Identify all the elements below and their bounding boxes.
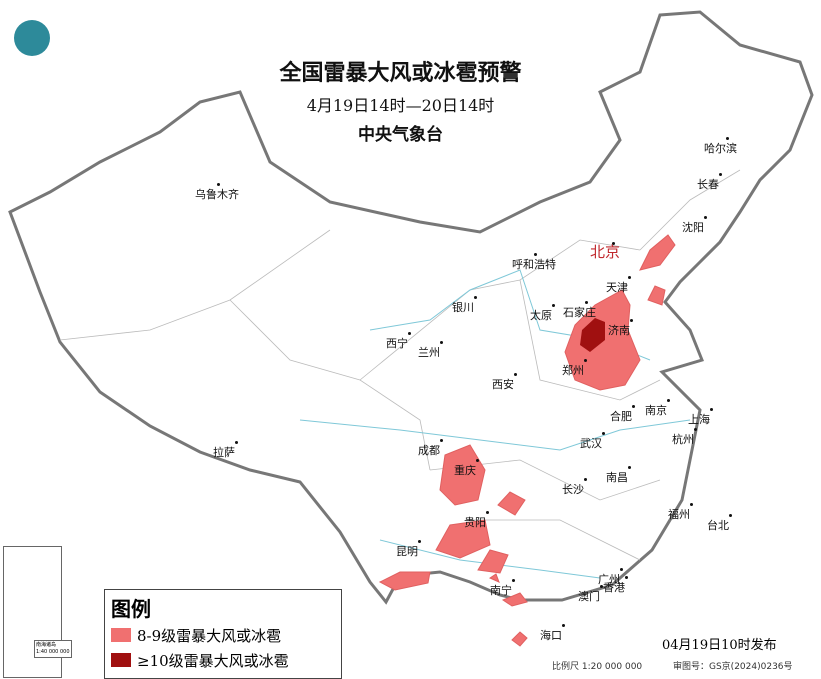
city-marker [694,428,697,431]
city-label: 南昌 [606,471,628,484]
city-marker [584,478,587,481]
city-label: 昆明 [396,545,418,558]
issuer: 中央气象台 [358,125,443,145]
city-label: 拉萨 [213,446,235,459]
south-china-sea-inset [3,546,62,678]
city-label: 上海 [688,413,710,426]
city-label: 杭州 [672,433,694,446]
scale-text: 比例尺 1:20 000 000 [552,662,643,672]
area-sichuan-chongqing [439,444,486,506]
area-hunan-west [497,491,526,516]
area-shandong-east [647,285,666,306]
city-label: 福州 [668,508,690,521]
city-marker [585,301,588,304]
city-marker [486,511,489,514]
city-marker [552,304,555,307]
city-marker [217,183,220,186]
issue-time: 04月19日10时发布 [662,638,777,653]
city-label: 郑州 [562,364,584,377]
city-label: 济南 [608,324,630,337]
city-label: 西安 [492,378,514,391]
cma-logo-icon [14,20,50,56]
inset-label: 南海诸岛 1:40 000 000 [34,640,72,658]
city-label: 广州 [598,573,620,586]
area-nanning [488,573,500,583]
area-guangxi-south [501,592,528,607]
city-label: 长春 [697,178,719,191]
legend-swatch-8-9 [111,628,131,642]
city-marker [632,405,635,408]
city-label: 南京 [645,404,667,417]
city-label: 合肥 [610,410,632,423]
city-marker [440,341,443,344]
city-marker [512,579,515,582]
city-marker [690,503,693,506]
city-label: 西宁 [386,337,408,350]
city-marker [630,319,633,322]
city-label: 天津 [606,281,628,294]
city-label: 香港 [603,581,625,594]
city-marker [726,137,729,140]
city-marker [667,399,670,402]
approval-number: 审图号：GS京(2024)0236号 [673,662,793,672]
city-marker [602,432,605,435]
city-label: 乌鲁木齐 [195,188,239,201]
city-marker [620,568,623,571]
area-guangxi-north [477,549,509,574]
city-label: 北京 [590,243,621,261]
inset-title: 南海诸岛 [36,642,57,648]
city-marker [562,624,565,627]
legend-swatch-10-plus [111,653,131,667]
city-label: 兰州 [418,346,440,359]
city-marker [729,514,732,517]
city-label: 银川 [452,301,474,314]
area-guizhou [435,519,491,559]
city-marker [476,459,479,462]
warning-level-10-plus [580,318,605,352]
city-label: 哈尔滨 [704,142,737,155]
city-marker [235,441,238,444]
valid-period: 4月19日14时—20日14时 [306,96,495,115]
city-marker [704,216,707,219]
city-marker [628,276,631,279]
city-label: 成都 [418,444,440,457]
legend-label-10-plus: ≥10级雷暴大风或冰雹 [137,652,289,670]
city-label: 石家庄 [563,306,596,319]
city-marker [418,540,421,543]
city-marker [514,373,517,376]
city-marker [440,439,443,442]
city-marker [628,466,631,469]
city-marker [474,296,477,299]
city-marker [534,253,537,256]
city-label: 贵阳 [464,516,486,529]
city-label: 呼和浩特 [512,258,556,271]
legend: 图例 8-9级雷暴大风或冰雹 ≥10级雷暴大风或冰雹 [104,589,342,679]
warning-level-8-9 [378,234,676,647]
city-label: 沈阳 [682,221,704,234]
city-label: 澳门 [578,590,600,603]
city-marker [719,173,722,176]
city-marker [584,359,587,362]
city-label: 武汉 [580,437,602,450]
city-marker [408,332,411,335]
city-label: 海口 [540,629,562,642]
city-marker [710,408,713,411]
city-marker [600,585,603,588]
city-label: 南宁 [490,584,512,597]
legend-label-8-9: 8-9级雷暴大风或冰雹 [137,627,282,645]
area-liaoning [639,234,676,271]
area-yunnan-south [378,571,431,591]
city-marker [625,576,628,579]
city-marker [612,242,615,245]
map-title: 全国雷暴大风或冰雹预警 [279,60,522,86]
city-label: 台北 [707,519,729,532]
city-label: 太原 [530,309,552,322]
inset-scale: 1:40 000 000 [36,649,70,655]
legend-title: 图例 [111,597,151,621]
area-hainan [511,631,528,647]
city-label: 重庆 [454,464,476,477]
city-label: 长沙 [562,483,584,496]
